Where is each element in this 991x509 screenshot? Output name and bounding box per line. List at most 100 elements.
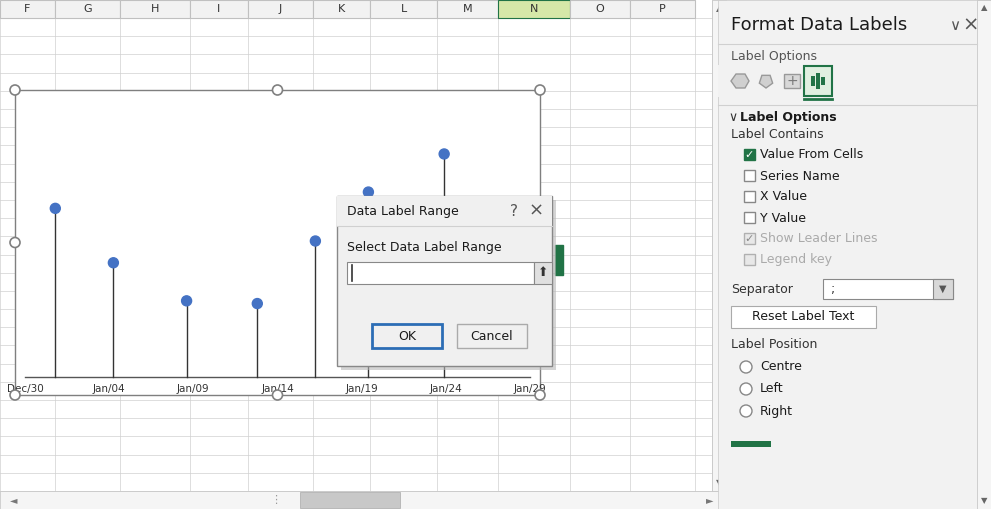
- Bar: [337, 196, 552, 226]
- Text: Dec/30: Dec/30: [7, 384, 44, 394]
- Text: Jan/14: Jan/14: [261, 384, 294, 394]
- Bar: [823, 279, 953, 299]
- Circle shape: [439, 149, 449, 159]
- Bar: [55, 0, 120, 18]
- Bar: [457, 324, 527, 348]
- Text: ?: ?: [510, 204, 518, 218]
- Bar: [712, 0, 726, 491]
- Text: ▲: ▲: [981, 4, 987, 13]
- Text: Jan/04: Jan/04: [93, 384, 126, 394]
- Text: ⋮: ⋮: [271, 495, 281, 505]
- Circle shape: [535, 390, 545, 400]
- Text: O: O: [596, 4, 605, 14]
- Bar: [811, 76, 815, 86]
- Circle shape: [364, 187, 374, 197]
- Text: ▼: ▼: [716, 478, 722, 488]
- Text: ✓: ✓: [745, 234, 754, 244]
- Circle shape: [253, 299, 263, 308]
- Text: Series Name: Series Name: [760, 169, 839, 183]
- Circle shape: [181, 296, 191, 306]
- Text: X Value: X Value: [760, 190, 807, 204]
- Text: I: I: [217, 4, 221, 14]
- Text: Show Leader Lines: Show Leader Lines: [760, 233, 877, 245]
- Text: Y Value: Y Value: [760, 212, 806, 224]
- Circle shape: [535, 85, 545, 95]
- Bar: [337, 196, 552, 366]
- Bar: [744, 191, 755, 202]
- Text: M: M: [463, 4, 473, 14]
- Bar: [555, 245, 563, 275]
- Text: K: K: [338, 4, 345, 14]
- Text: ;: ;: [831, 282, 835, 296]
- Polygon shape: [759, 75, 773, 88]
- Bar: [313, 0, 370, 18]
- Text: Value From Cells: Value From Cells: [760, 149, 863, 161]
- Bar: [437, 0, 498, 18]
- Text: Reset Label Text: Reset Label Text: [752, 310, 854, 324]
- Circle shape: [51, 204, 60, 213]
- Text: Legend key: Legend key: [760, 253, 832, 267]
- Bar: [816, 73, 820, 89]
- Bar: [977, 0, 991, 509]
- Bar: [744, 170, 755, 181]
- Circle shape: [740, 383, 752, 395]
- Text: Left: Left: [760, 382, 784, 395]
- Text: Select Data Label Range: Select Data Label Range: [347, 241, 501, 254]
- Bar: [190, 0, 248, 18]
- Bar: [718, 0, 991, 509]
- Text: Separator: Separator: [731, 282, 793, 296]
- Bar: [731, 441, 771, 447]
- Text: Centre: Centre: [760, 360, 802, 374]
- Bar: [804, 66, 832, 96]
- Polygon shape: [731, 74, 749, 88]
- Circle shape: [273, 85, 282, 95]
- Text: P: P: [659, 4, 666, 14]
- Text: Label Contains: Label Contains: [731, 128, 824, 142]
- Bar: [744, 212, 755, 223]
- Text: ∨: ∨: [728, 110, 737, 124]
- Text: ▲: ▲: [716, 5, 722, 14]
- Text: ×: ×: [528, 202, 543, 220]
- Bar: [784, 74, 800, 88]
- Bar: [570, 0, 630, 18]
- Text: ◄: ◄: [10, 495, 18, 505]
- Circle shape: [108, 258, 118, 268]
- Circle shape: [10, 238, 20, 247]
- Bar: [15, 90, 540, 395]
- Text: ×: ×: [963, 15, 979, 35]
- Text: ▼: ▼: [939, 284, 946, 294]
- Text: Jan/19: Jan/19: [345, 384, 378, 394]
- Text: ⬆: ⬆: [538, 267, 548, 279]
- Text: ✓: ✓: [745, 150, 754, 160]
- Text: F: F: [25, 4, 31, 14]
- Bar: [341, 200, 556, 370]
- Text: +: +: [786, 74, 798, 88]
- Bar: [821, 77, 825, 85]
- Text: Data Label Range: Data Label Range: [347, 205, 459, 217]
- Bar: [630, 0, 695, 18]
- Text: Cancel: Cancel: [471, 329, 513, 343]
- Text: H: H: [151, 4, 160, 14]
- Bar: [120, 0, 190, 18]
- Bar: [534, 262, 552, 284]
- Circle shape: [740, 361, 752, 373]
- Polygon shape: [812, 97, 824, 104]
- Circle shape: [10, 390, 20, 400]
- Circle shape: [535, 238, 545, 247]
- Text: Label Options: Label Options: [740, 110, 836, 124]
- Text: ∨: ∨: [949, 17, 960, 33]
- Bar: [0, 0, 55, 18]
- Text: OK: OK: [398, 329, 416, 343]
- Bar: [933, 279, 953, 299]
- Text: Right: Right: [760, 405, 793, 417]
- Text: G: G: [83, 4, 92, 14]
- Bar: [347, 262, 534, 284]
- Bar: [370, 0, 437, 18]
- Bar: [300, 492, 400, 508]
- Text: Jan/24: Jan/24: [429, 384, 462, 394]
- Bar: [372, 324, 442, 348]
- Text: Jan/29: Jan/29: [513, 384, 546, 394]
- Text: ►: ►: [707, 495, 714, 505]
- Text: Label Position: Label Position: [731, 338, 818, 352]
- Bar: [731, 306, 876, 328]
